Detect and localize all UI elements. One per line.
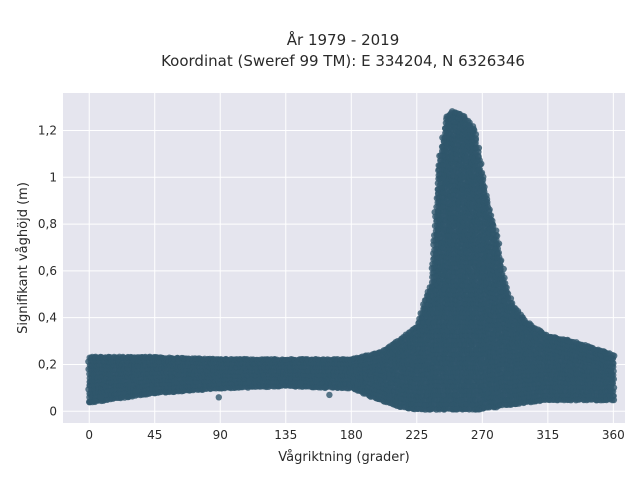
data-points (85, 108, 618, 413)
data-point (479, 176, 487, 184)
data-point (478, 160, 485, 167)
data-point (487, 212, 495, 219)
data-point (486, 206, 493, 213)
data-point (475, 152, 482, 160)
data-point (484, 198, 491, 206)
chart-title-line1: År 1979 - 2019 (287, 30, 400, 49)
data-point (472, 135, 479, 142)
data-point (481, 183, 488, 191)
data-point (471, 127, 478, 134)
chart-title-line2: Koordinat (Sweref 99 TM): E 334204, N 63… (161, 52, 525, 70)
data-point (478, 169, 486, 177)
data-point (483, 192, 490, 199)
data-point (475, 144, 483, 152)
